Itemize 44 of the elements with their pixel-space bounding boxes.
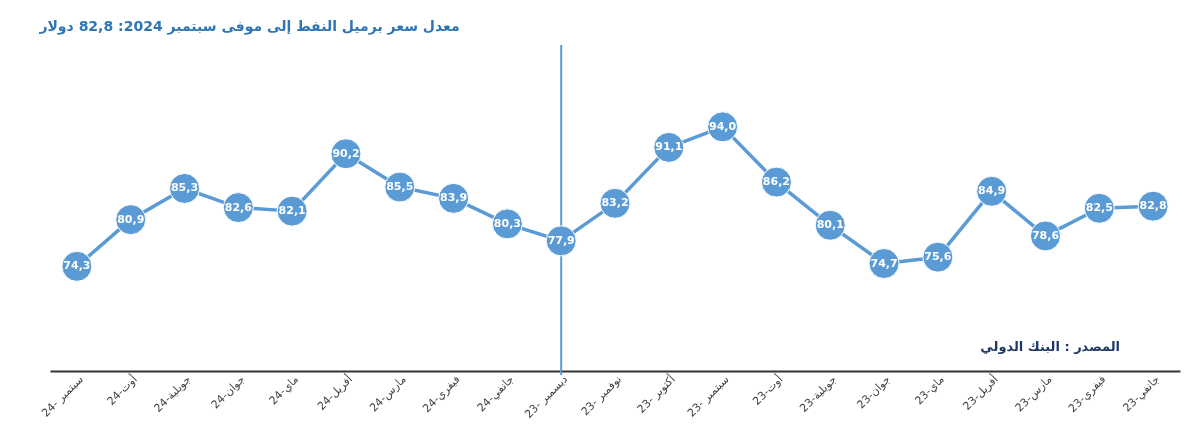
x-tick-label: أكتوبر -23: [634, 372, 678, 416]
data-label: 85,3: [170, 181, 199, 195]
data-label: 90,2: [332, 146, 360, 160]
x-tick-label: مارس-23: [1012, 372, 1055, 415]
data-label: 82,1: [278, 204, 306, 218]
x-tick-label: سبتمبر -24: [39, 372, 86, 420]
data-label: 82,6: [224, 200, 253, 214]
x-tick-label: جانفي-24: [474, 372, 517, 415]
x-tick-label: نوفمبر -23: [578, 372, 624, 419]
x-tick-label: مارس-24: [367, 372, 409, 415]
data-label: 75,6: [924, 250, 952, 264]
x-tick-label: جانفي-23: [1120, 372, 1163, 415]
data-label: 91,1: [655, 140, 683, 154]
x-tick-label: أفريل-23: [959, 372, 1001, 413]
data-label: 85,5: [386, 180, 414, 194]
data-label: 82,5: [1085, 201, 1113, 215]
x-tick-label: سبتمبر -23: [684, 372, 732, 420]
data-label: 80,9: [117, 212, 145, 226]
data-label: 82,8: [1139, 199, 1167, 213]
x-tick-label: جويلية-24: [151, 372, 194, 415]
x-tick-label: ديسمبر -23: [522, 372, 571, 421]
x-tick-label: ماي-23: [912, 372, 947, 408]
chart-title: معدل سعر برميل النفط إلى موفى سبتمبر 2024: 82,8 دولار: [38, 18, 460, 35]
data-label: 78,6: [1031, 228, 1060, 242]
x-tick-label: فيفري-24: [420, 372, 463, 416]
data-label: 83,9: [440, 191, 468, 205]
data-label: 77,9: [547, 233, 575, 247]
x-tick-label: أوت-24: [103, 372, 140, 408]
data-label: 83,2: [601, 196, 629, 210]
x-tick-label: فيفري-23: [1065, 372, 1109, 416]
data-label: 80,3: [493, 216, 521, 230]
x-tick-label: أوت-23: [749, 372, 786, 408]
data-label: 86,2: [762, 175, 790, 189]
data-label: 94,0: [709, 119, 737, 133]
x-tick-label: جوان-24: [208, 372, 248, 412]
data-label: 84,9: [978, 184, 1006, 198]
data-label: 80,1: [816, 218, 844, 232]
x-tick-label: ماي-24: [266, 372, 302, 408]
x-tick-label: أفريل-24: [314, 372, 355, 413]
x-tick-label: جويلية-23: [797, 372, 840, 415]
data-label: 74,3: [63, 259, 91, 273]
text: المصدر : البنك الدولي: [980, 339, 1120, 354]
data-label: 74,7: [870, 256, 898, 270]
x-tick-label: جوان-23: [854, 372, 894, 412]
